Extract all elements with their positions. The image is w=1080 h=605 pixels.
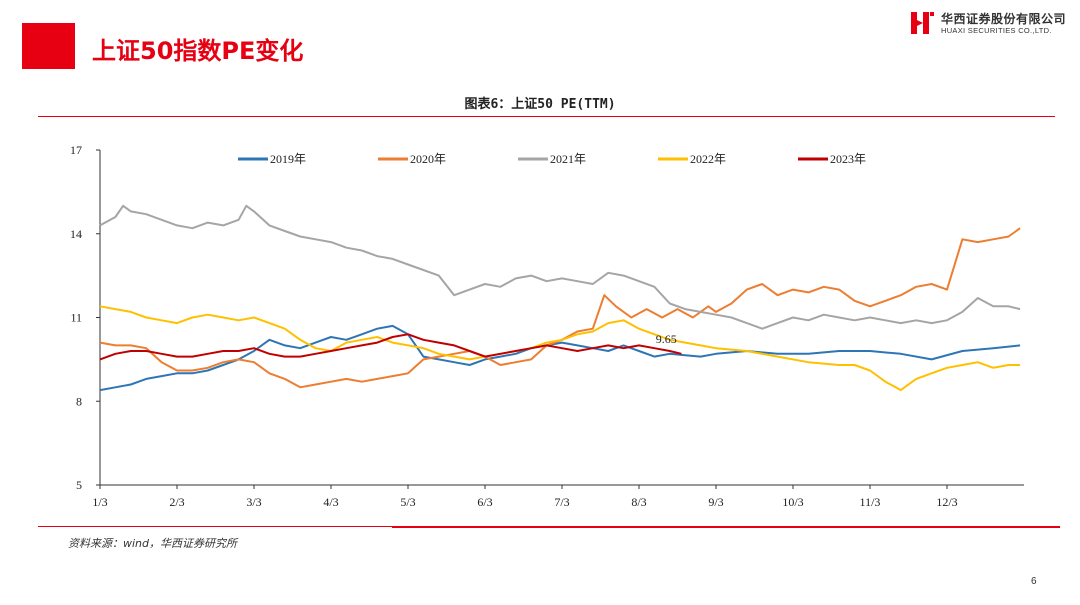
legend-label-1: 2019年	[270, 152, 306, 166]
x-tick-label: 12/3	[936, 495, 957, 509]
annotation-label: 9.65	[656, 332, 677, 346]
y-tick-label: 11	[70, 311, 82, 325]
x-tick-label: 2/3	[169, 495, 184, 509]
x-tick-label: 6/3	[477, 495, 492, 509]
x-tick-label: 9/3	[708, 495, 723, 509]
legend-label-3: 2021年	[550, 152, 586, 166]
x-tick-label: 5/3	[400, 495, 415, 509]
chart-title: 图表6：上证50 PE(TTM)	[464, 97, 616, 112]
y-tick-label: 17	[70, 143, 82, 157]
y-tick-label: 14	[70, 227, 82, 241]
legend-label-5: 2023年	[830, 152, 866, 166]
logo-company-name-cn: 华西证券股份有限公司	[941, 12, 1067, 26]
x-tick-label: 11/3	[860, 495, 881, 509]
series-line-3	[99, 204, 1021, 330]
header-accent-block	[22, 23, 75, 69]
x-tick-label: 3/3	[246, 495, 261, 509]
x-tick-label: 1/3	[92, 495, 107, 509]
logo-company-name-en: HUAXI SECURITIES CO.,LTD.	[941, 26, 1052, 35]
x-tick-label: 10/3	[782, 495, 803, 509]
series-line-1	[99, 324, 1021, 392]
page-number: 6	[1031, 576, 1037, 587]
x-tick-label: 8/3	[631, 495, 646, 509]
company-logo: 华西证券股份有限公司 HUAXI SECURITIES CO.,LTD.	[910, 9, 1075, 39]
huaxi-logo-icon	[911, 12, 934, 34]
series-line-5	[99, 333, 682, 361]
x-tick-label: 7/3	[554, 495, 569, 509]
legend-label-4: 2022年	[690, 152, 726, 166]
x-tick-label: 4/3	[323, 495, 338, 509]
page-title: 上证50指数PE变化	[92, 37, 304, 65]
y-tick-label: 5	[76, 478, 82, 492]
title-divider	[38, 116, 1055, 117]
y-tick-label: 8	[76, 394, 82, 408]
source-note: 资料来源：wind，华西证券研究所	[68, 537, 238, 550]
series-line-2	[99, 227, 1021, 389]
footer-divider	[38, 526, 1060, 527]
footer-divider-accent	[392, 527, 1060, 528]
legend-label-2: 2020年	[410, 152, 446, 166]
